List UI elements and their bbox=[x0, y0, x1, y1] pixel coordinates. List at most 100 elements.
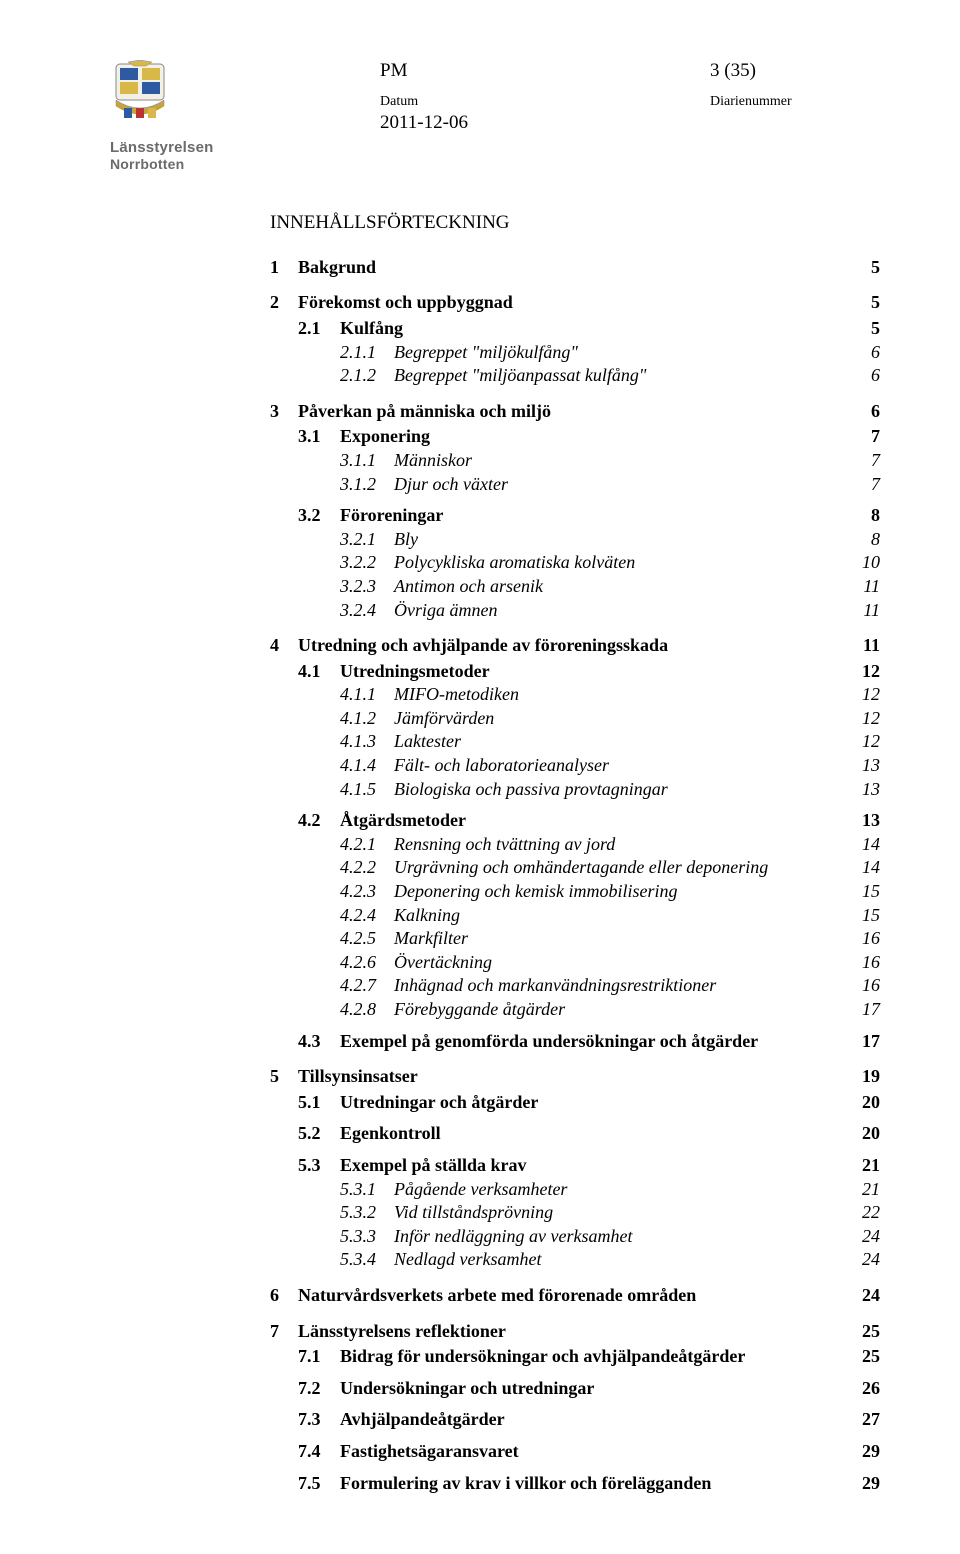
toc-entry-page: 6 bbox=[852, 401, 880, 423]
toc-entry-number: 3.2.4 bbox=[340, 600, 394, 622]
toc-entry-label: Bakgrund bbox=[298, 257, 852, 279]
toc-entry: 4.1.4Fält- och laboratorieanalyser13 bbox=[340, 755, 880, 777]
toc-entry-number: 1 bbox=[270, 257, 298, 279]
toc-entry-page: 19 bbox=[852, 1066, 880, 1088]
toc-entry: 5.1Utredningar och åtgärder20 bbox=[298, 1092, 880, 1114]
toc-entry-label: Övertäckning bbox=[394, 952, 852, 974]
toc-entry: 4.2.4Kalkning15 bbox=[340, 905, 880, 927]
toc-entry-number: 4.2.4 bbox=[340, 905, 394, 927]
toc-entry: 5.3.3Inför nedläggning av verksamhet24 bbox=[340, 1226, 880, 1248]
toc-entry-page: 6 bbox=[852, 365, 880, 387]
toc-entry-number: 4.2.3 bbox=[340, 881, 394, 903]
toc-entry-label: MIFO-metodiken bbox=[394, 684, 852, 706]
toc-entry: 4.2.5Markfilter16 bbox=[340, 928, 880, 950]
toc-entry-label: Antimon och arsenik bbox=[394, 576, 852, 598]
toc-entry-number: 3.2.3 bbox=[340, 576, 394, 598]
page-number: 3 (35) bbox=[710, 60, 756, 82]
toc-entry: 4.2Åtgärdsmetoder13 bbox=[298, 810, 880, 832]
toc-entry: 4.2.1Rensning och tvättning av jord14 bbox=[340, 834, 880, 856]
toc-entry-number: 4.2.5 bbox=[340, 928, 394, 950]
toc-entry-number: 3.1.2 bbox=[340, 474, 394, 496]
toc-entry-label: Urgrävning och omhändertagande eller dep… bbox=[394, 857, 852, 879]
toc-entry-label: Deponering och kemisk immobilisering bbox=[394, 881, 852, 903]
toc-entry-number: 4.1.1 bbox=[340, 684, 394, 706]
toc-entry: 6Naturvårdsverkets arbete med förorenade… bbox=[270, 1285, 880, 1307]
toc-entry-number: 5 bbox=[270, 1066, 298, 1088]
toc-entry-page: 8 bbox=[852, 505, 880, 527]
toc-entry-page: 10 bbox=[852, 552, 880, 574]
toc-entry-page: 6 bbox=[852, 342, 880, 364]
toc-entry: 4.3Exempel på genomförda undersökningar … bbox=[298, 1031, 880, 1053]
toc-entry-label: Kalkning bbox=[394, 905, 852, 927]
toc-entry-label: Begreppet "miljöanpassat kulfång" bbox=[394, 365, 852, 387]
toc-entry-page: 20 bbox=[852, 1092, 880, 1114]
toc-entry-label: Formulering av krav i villkor och förelä… bbox=[340, 1473, 852, 1495]
toc-entry-label: Biologiska och passiva provtagningar bbox=[394, 779, 852, 801]
toc-entry: 2.1Kulfång5 bbox=[298, 318, 880, 340]
toc-entry-label: Undersökningar och utredningar bbox=[340, 1378, 852, 1400]
toc-entry-label: Markfilter bbox=[394, 928, 852, 950]
toc-entry-label: Exponering bbox=[340, 426, 852, 448]
toc-entry: 2.1.1Begreppet "miljökulfång"6 bbox=[340, 342, 880, 364]
toc-entry-label: Fält- och laboratorieanalyser bbox=[394, 755, 852, 777]
toc-entry-label: Avhjälpandeåtgärder bbox=[340, 1409, 852, 1431]
toc-entry-label: Exempel på ställda krav bbox=[340, 1155, 852, 1177]
toc-entry: 3.1.2Djur och växter7 bbox=[340, 474, 880, 496]
organization-label: Länsstyrelsen Norrbotten bbox=[110, 139, 210, 172]
toc-entry: 3.1.1Människor7 bbox=[340, 450, 880, 472]
toc-entry-number: 3.2.2 bbox=[340, 552, 394, 574]
toc-entry-number: 5.1 bbox=[298, 1092, 340, 1114]
toc-entry-page: 7 bbox=[852, 426, 880, 448]
toc-entry: 7Länsstyrelsens reflektioner25 bbox=[270, 1321, 880, 1343]
toc-entry: 3.2Föroreningar8 bbox=[298, 505, 880, 527]
toc-entry: 4.1Utredningsmetoder12 bbox=[298, 661, 880, 683]
toc-entry-page: 17 bbox=[852, 999, 880, 1021]
toc-entry-page: 17 bbox=[852, 1031, 880, 1053]
toc-entry-label: Kulfång bbox=[340, 318, 852, 340]
toc-entry-page: 25 bbox=[852, 1321, 880, 1343]
toc-entry-number: 4.1.3 bbox=[340, 731, 394, 753]
toc-entry: 3Påverkan på människa och miljö6 bbox=[270, 401, 880, 423]
toc-entry-page: 11 bbox=[852, 600, 880, 622]
toc-entry-page: 12 bbox=[852, 661, 880, 683]
toc-entry-label: Åtgärdsmetoder bbox=[340, 810, 852, 832]
toc-entry-number: 3.1 bbox=[298, 426, 340, 448]
toc-entry-label: Länsstyrelsens reflektioner bbox=[298, 1321, 852, 1343]
toc-entry-label: Utredning och avhjälpande av förorenings… bbox=[298, 635, 852, 657]
toc-entry-label: Bly bbox=[394, 529, 852, 551]
toc-entry-number: 5.3.2 bbox=[340, 1202, 394, 1224]
toc-entry-page: 7 bbox=[852, 450, 880, 472]
toc-entry-label: Bidrag för undersökningar och avhjälpand… bbox=[340, 1346, 852, 1368]
toc-entry-page: 13 bbox=[852, 810, 880, 832]
toc-entry-label: Förekomst och uppbyggnad bbox=[298, 292, 852, 314]
toc-entry-page: 22 bbox=[852, 1202, 880, 1224]
toc-entry-page: 15 bbox=[852, 881, 880, 903]
toc-entry-page: 14 bbox=[852, 834, 880, 856]
toc-entry: 4.2.6Övertäckning16 bbox=[340, 952, 880, 974]
toc-entry-page: 5 bbox=[852, 292, 880, 314]
org-line1: Länsstyrelsen bbox=[110, 139, 210, 156]
toc-entry-page: 29 bbox=[852, 1441, 880, 1463]
toc-entry-page: 11 bbox=[852, 635, 880, 657]
toc-entry-label: Tillsynsinsatser bbox=[298, 1066, 852, 1088]
toc-entry-page: 26 bbox=[852, 1378, 880, 1400]
toc-entry: 5.3.2Vid tillståndsprövning22 bbox=[340, 1202, 880, 1224]
toc-entry: 2Förekomst och uppbyggnad5 bbox=[270, 292, 880, 314]
toc-entry-label: Utredningsmetoder bbox=[340, 661, 852, 683]
toc-entry-label: Fastighetsägaransvaret bbox=[340, 1441, 852, 1463]
toc-entry-label: Djur och växter bbox=[394, 474, 852, 496]
toc-entry-page: 24 bbox=[852, 1226, 880, 1248]
toc-entry: 1Bakgrund5 bbox=[270, 257, 880, 279]
toc-entry-page: 13 bbox=[852, 755, 880, 777]
toc-entry-label: Utredningar och åtgärder bbox=[340, 1092, 852, 1114]
table-of-contents: INNEHÅLLSFÖRTECKNING 1Bakgrund52Förekoms… bbox=[270, 212, 880, 1494]
toc-entry: 3.1Exponering7 bbox=[298, 426, 880, 448]
toc-entry-number: 5.3.3 bbox=[340, 1226, 394, 1248]
toc-entry-label: Rensning och tvättning av jord bbox=[394, 834, 852, 856]
toc-entry-page: 16 bbox=[852, 928, 880, 950]
toc-entry: 5.2Egenkontroll20 bbox=[298, 1123, 880, 1145]
toc-entry: 2.1.2Begreppet "miljöanpassat kulfång"6 bbox=[340, 365, 880, 387]
toc-entry-number: 4.1 bbox=[298, 661, 340, 683]
toc-entry-label: Föroreningar bbox=[340, 505, 852, 527]
page-header: Länsstyrelsen Norrbotten PM 3 (35) Datum… bbox=[110, 60, 850, 172]
